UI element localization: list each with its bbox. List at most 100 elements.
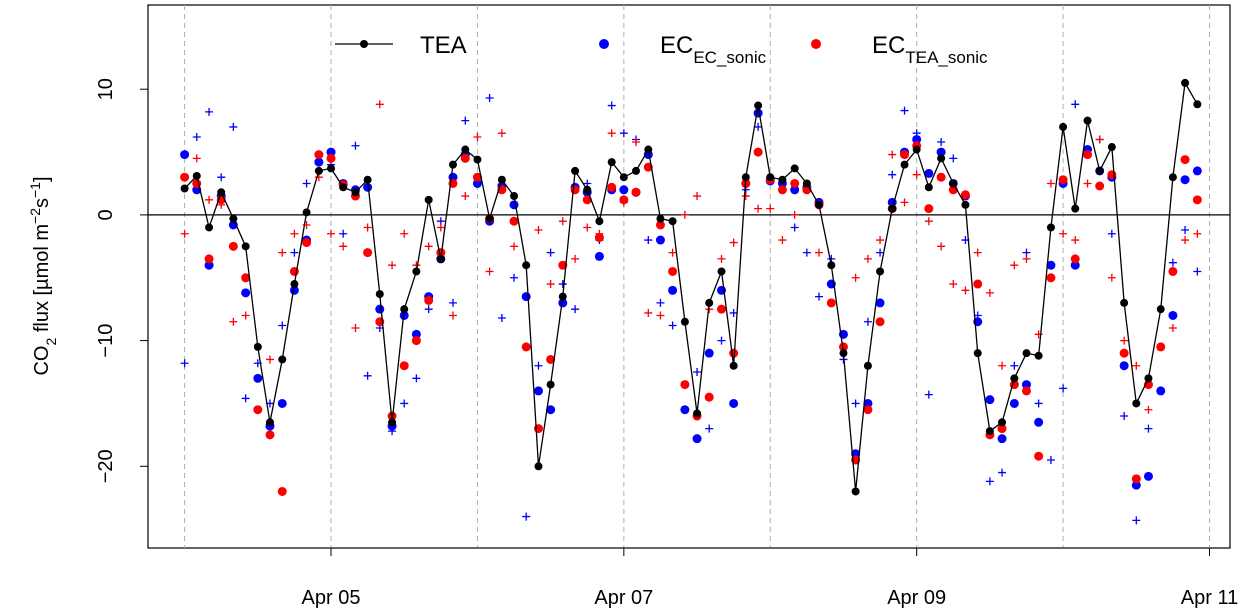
x-tick-label: Apr 11 [1181,587,1238,609]
data-point [729,238,738,247]
data-point [790,164,799,173]
data-point [1168,324,1177,333]
data-point [241,394,250,403]
data-point [363,175,372,184]
data-point [790,185,800,195]
data-point [949,179,958,188]
data-point [1095,166,1104,175]
data-point [692,434,702,444]
data-point [448,298,457,307]
data-point [534,462,543,471]
data-point [253,342,262,351]
data-point [851,487,860,496]
data-point [461,192,470,201]
data-point [1010,374,1019,383]
y-axis-label-part: flux [µmol m [31,224,53,338]
data-point [180,359,189,368]
y-tick-label: 0 [95,209,117,220]
data-point [729,361,738,370]
data-point [461,145,470,154]
data-point [424,305,433,314]
data-point [985,427,994,436]
series-line [184,80,1198,492]
data-point [693,409,702,418]
legend-label-sub: TEA_sonic [905,48,988,67]
data-point [668,321,677,330]
y-axis-label: CO2 flux [µmol m−2s−1] [27,176,59,375]
data-point [1083,179,1092,188]
data-point [900,198,909,207]
data-point [229,122,238,131]
data-point [1156,386,1166,396]
data-point [815,248,824,257]
data-point [619,129,628,138]
data-point [912,145,921,154]
y-tick-label: 10 [95,78,117,100]
data-point [205,195,214,204]
x-tick-label: Apr 05 [302,587,361,609]
data-point [192,132,201,141]
data-point [1046,260,1056,270]
legend-label: ECEC_sonic [660,32,767,67]
y-axis-label-part: ] [31,176,53,182]
data-point [826,298,836,308]
data-point [558,280,567,289]
data-point [863,398,873,408]
data-point [876,236,885,245]
data-point [473,155,482,164]
data-point [937,138,946,147]
data-point [497,313,506,322]
data-point [460,153,470,163]
data-point [1120,412,1129,421]
data-point [595,217,604,226]
data-point [388,418,397,427]
data-point [314,166,323,175]
data-point [375,100,384,109]
data-point [485,267,494,276]
data-point [1071,236,1080,245]
data-point [1059,122,1068,131]
data-point [998,418,1007,427]
data-point [876,267,885,276]
data-point [778,175,787,184]
data-point [705,424,714,433]
y-axis-label-part: −1 [27,182,43,198]
data-point [607,182,617,192]
data-point [290,248,299,257]
data-point [888,204,897,213]
data-point [900,160,909,169]
data-point [558,298,568,308]
data-point [327,229,336,238]
data-point [863,254,872,263]
data-point [741,173,750,182]
data-point [1132,399,1141,408]
data-point [888,150,897,159]
data-point [790,178,800,188]
data-point [594,251,604,261]
data-point [436,223,445,232]
y-axis-label-part: CO [31,346,53,376]
data-point [351,188,360,197]
data-point [851,273,860,282]
data-point [461,116,470,125]
data-point [351,324,360,333]
data-point [1143,471,1153,481]
data-point [1046,223,1055,232]
data-point [876,248,885,257]
data-point [289,285,299,295]
data-point [607,158,616,167]
data-point [619,185,629,195]
data-point [375,290,384,299]
data-point [705,298,714,307]
data-point [399,310,409,320]
data-point [571,254,580,263]
data-point [644,145,653,154]
data-point [509,216,519,226]
data-point [571,166,580,175]
data-point [815,292,824,301]
data-point [802,248,811,257]
data-point [1120,298,1129,307]
data-point [863,317,872,326]
data-point [497,175,506,184]
data-point [668,217,677,226]
